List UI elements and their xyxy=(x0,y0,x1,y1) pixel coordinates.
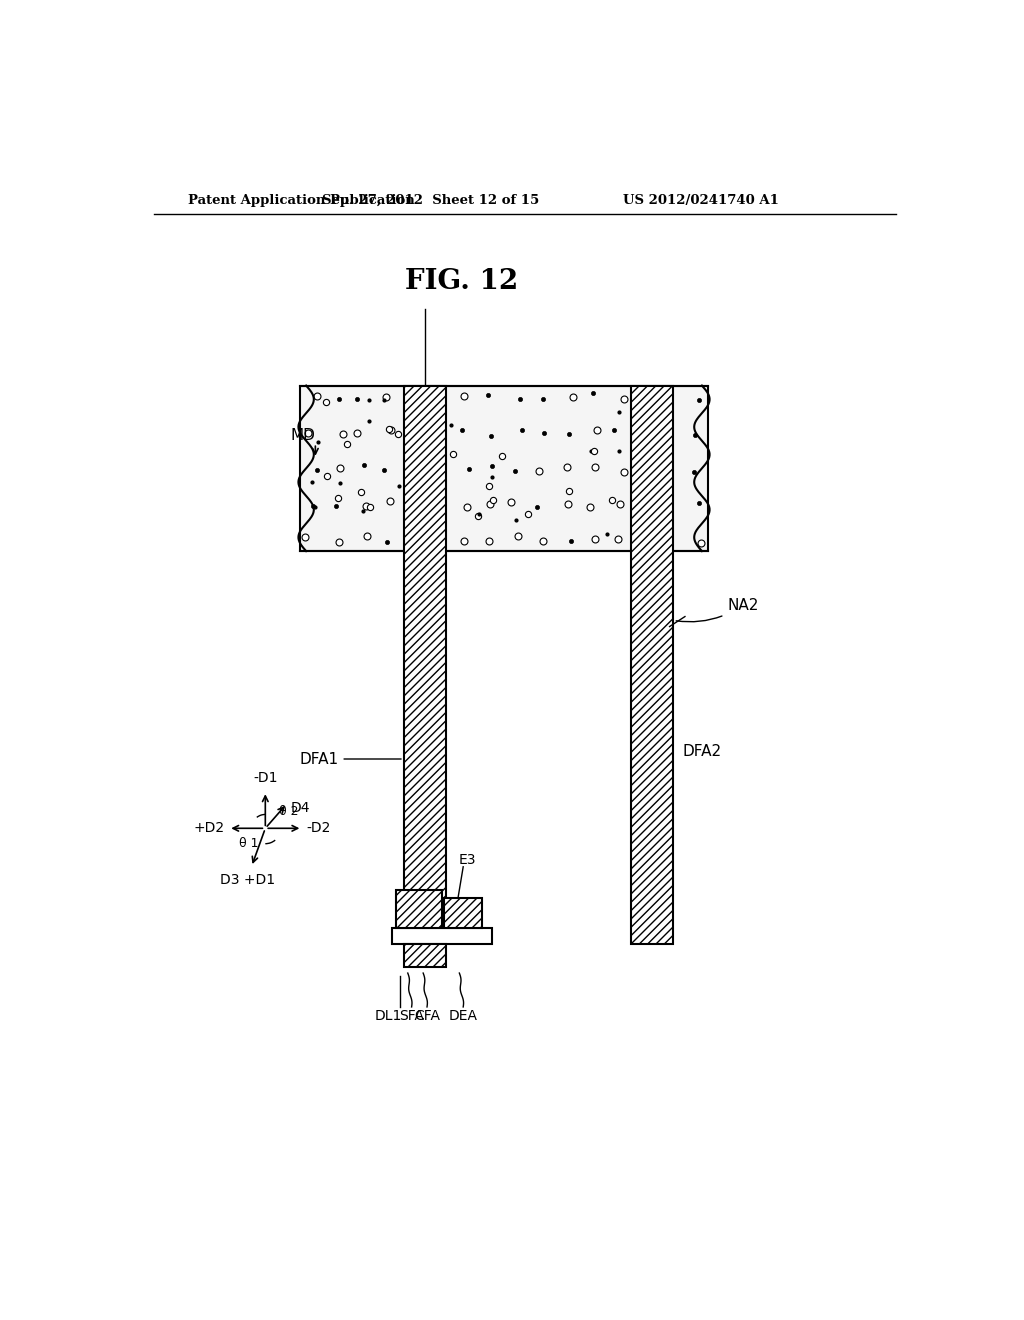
Text: NA2: NA2 xyxy=(676,598,759,622)
Text: -D2: -D2 xyxy=(306,821,331,836)
Bar xyxy=(403,385,446,944)
Text: DL1: DL1 xyxy=(375,1010,402,1023)
Bar xyxy=(403,944,446,966)
Text: E2: E2 xyxy=(415,853,432,867)
Text: DFA2: DFA2 xyxy=(683,743,722,759)
Text: DEA: DEA xyxy=(449,1010,478,1023)
Text: FIG. 12: FIG. 12 xyxy=(406,268,518,296)
Text: CFA: CFA xyxy=(414,1010,440,1023)
Text: MD: MD xyxy=(291,428,315,444)
Text: Patent Application Publication: Patent Application Publication xyxy=(188,194,415,207)
Bar xyxy=(396,890,442,928)
Bar xyxy=(300,385,708,552)
Text: θ 1: θ 1 xyxy=(239,837,258,850)
Text: θ 2: θ 2 xyxy=(280,805,299,818)
Text: +D2: +D2 xyxy=(194,821,224,836)
Bar xyxy=(392,928,493,944)
Text: D4: D4 xyxy=(291,800,310,814)
Text: D3 +D1: D3 +D1 xyxy=(220,873,275,887)
Bar xyxy=(444,898,482,928)
Text: DFA1: DFA1 xyxy=(299,751,401,767)
Text: Sep. 27, 2012  Sheet 12 of 15: Sep. 27, 2012 Sheet 12 of 15 xyxy=(323,194,540,207)
Text: E3: E3 xyxy=(459,853,476,867)
Bar xyxy=(631,385,674,944)
Text: US 2012/0241740 A1: US 2012/0241740 A1 xyxy=(624,194,779,207)
Text: SFA: SFA xyxy=(399,1010,424,1023)
Text: -D1: -D1 xyxy=(253,771,278,785)
